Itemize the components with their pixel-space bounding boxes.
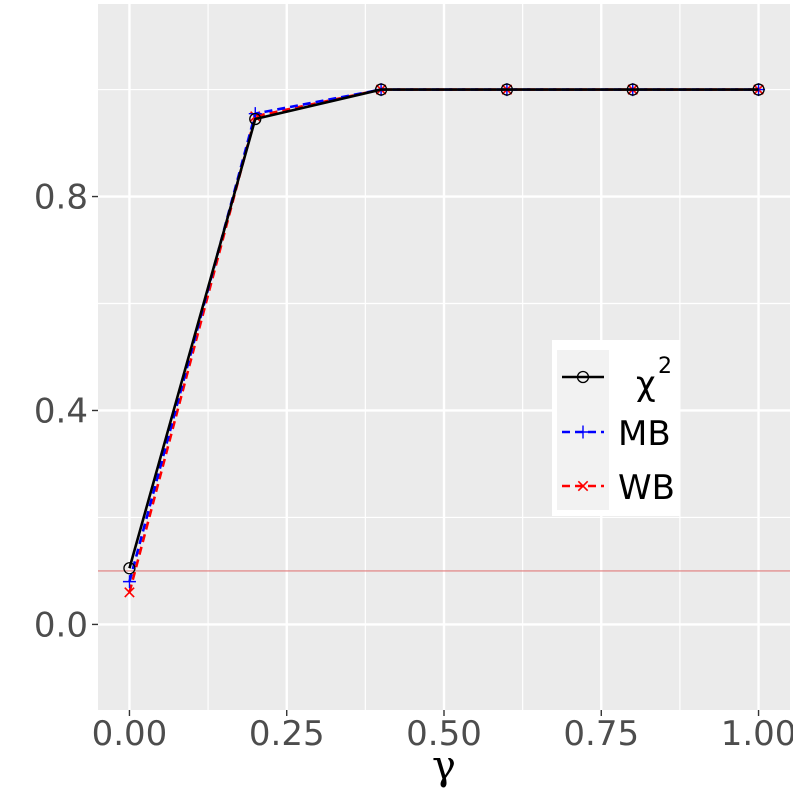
x-tick-label: 0.00 (92, 714, 168, 754)
data-point-plus (122, 575, 136, 589)
series-layer (122, 83, 766, 598)
data-point-circle (576, 370, 590, 384)
series-χ (123, 83, 765, 575)
y-tick-label: 0.0 (34, 605, 88, 645)
data-point-circle (123, 562, 136, 575)
x-tick-label: 0.25 (249, 714, 325, 754)
y-tick-label: 0.8 (34, 178, 88, 218)
grid-major (98, 4, 790, 710)
x-tick-label: 0.75 (563, 714, 639, 754)
data-point-cross (577, 480, 589, 492)
legend-label: MB (618, 414, 671, 454)
data-point-circle (374, 83, 388, 96)
legend-item-wb: WB (562, 468, 675, 508)
x-tick-label: 1.00 (721, 714, 793, 754)
y-tick-label: 0.4 (34, 391, 88, 431)
data-point-plus (576, 425, 590, 439)
y-axis-ticks: 0.0 0.4 0.8 (34, 178, 98, 645)
legend: χ 2 MB WB (552, 340, 680, 516)
legend-item-mb: MB (562, 414, 671, 454)
data-point-circle (626, 83, 639, 96)
legend-label: χ (636, 364, 656, 404)
legend-label: WB (618, 468, 675, 508)
series-line (128, 88, 759, 569)
data-point-circle (249, 112, 262, 126)
legend-label-superscript: 2 (658, 354, 672, 379)
x-axis-ticks: 0.00 0.25 0.50 0.75 1.00 (92, 710, 793, 754)
data-point-circle (752, 83, 765, 96)
x-tick-label: 0.50 (406, 714, 482, 754)
data-point-cross (124, 587, 135, 598)
x-axis-title: γ (432, 743, 456, 789)
data-point-circle (500, 83, 514, 96)
